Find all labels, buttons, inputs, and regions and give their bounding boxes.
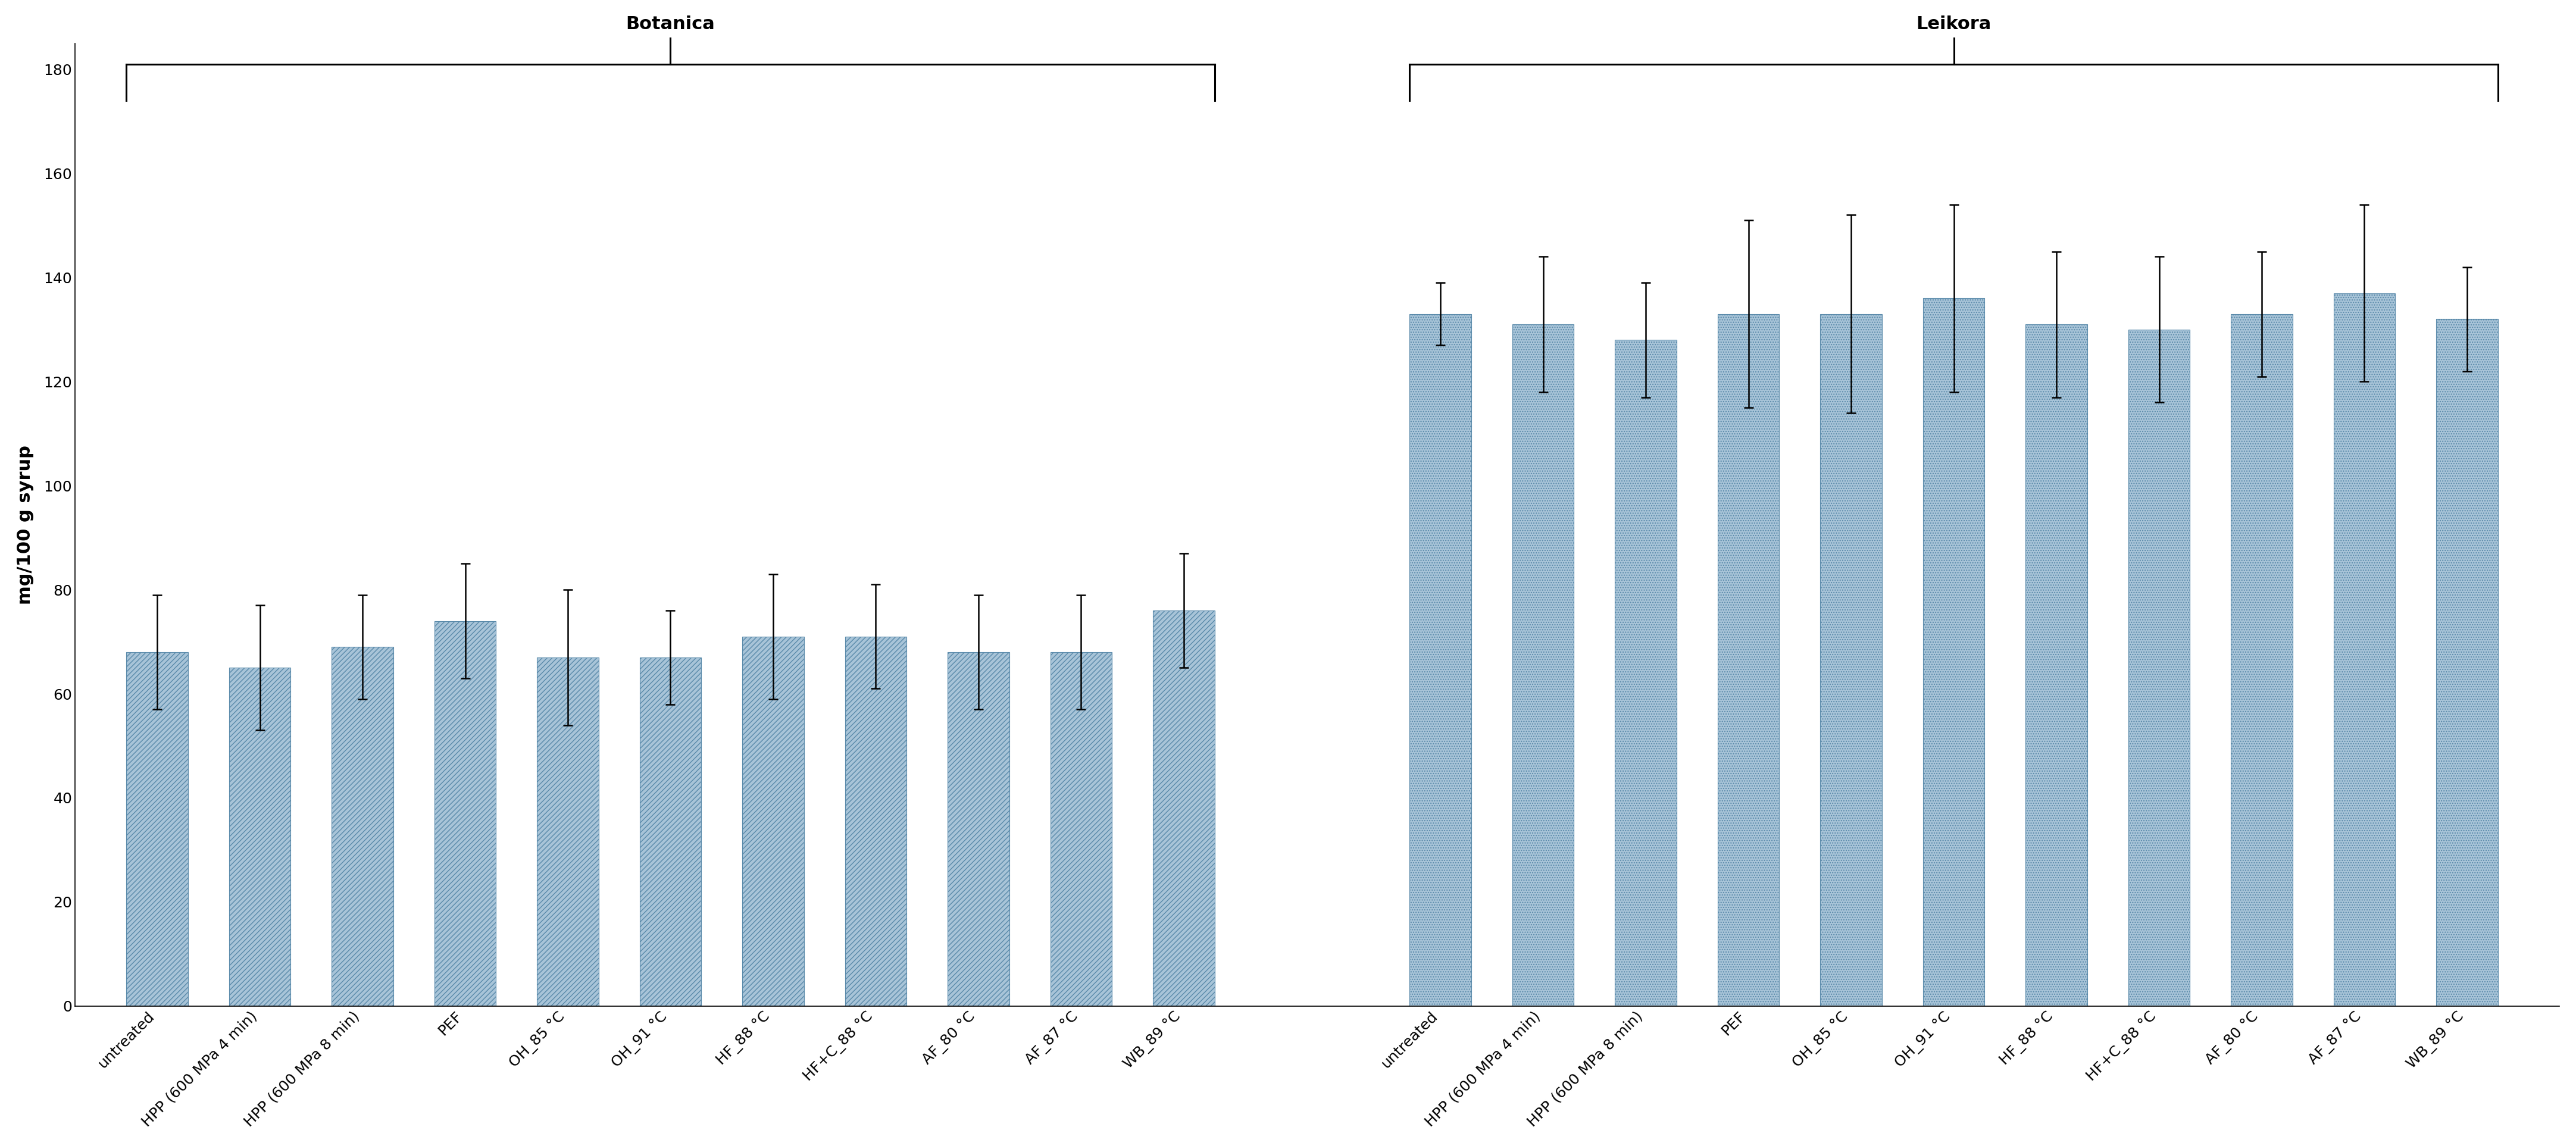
Bar: [2437, 319, 2499, 1006]
Text: Leikora: Leikora: [1917, 16, 1991, 33]
Bar: [639, 658, 701, 1006]
Text: Botanica: Botanica: [626, 16, 716, 33]
Bar: [126, 652, 188, 1006]
Bar: [1718, 314, 1780, 1006]
Bar: [1154, 611, 1216, 1006]
Bar: [2025, 324, 2087, 1006]
Bar: [536, 658, 598, 1006]
Bar: [742, 636, 804, 1006]
Bar: [948, 652, 1010, 1006]
Bar: [2128, 330, 2190, 1006]
Bar: [1051, 652, 1113, 1006]
Bar: [1922, 298, 1984, 1006]
Bar: [1512, 324, 1574, 1006]
Bar: [845, 636, 907, 1006]
Y-axis label: mg/100 g syrup: mg/100 g syrup: [15, 445, 33, 604]
Bar: [2231, 314, 2293, 1006]
Bar: [1409, 314, 1471, 1006]
Bar: [2334, 293, 2396, 1006]
Bar: [229, 668, 291, 1006]
Bar: [1821, 314, 1883, 1006]
Bar: [435, 621, 497, 1006]
Bar: [1615, 340, 1677, 1006]
Bar: [332, 647, 394, 1006]
